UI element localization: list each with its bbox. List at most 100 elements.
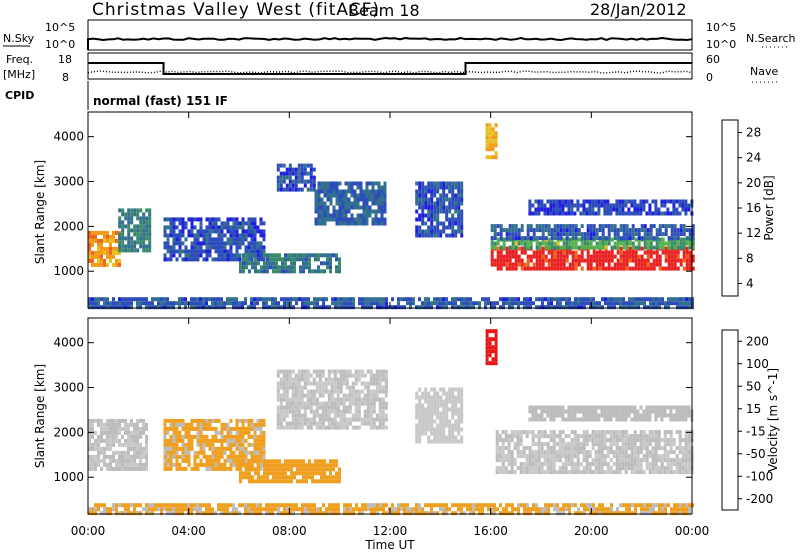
range-cell [291,397,295,402]
range-cell [335,479,338,484]
range-cell [559,236,563,241]
range-cell [585,199,589,204]
range-cell [293,463,296,468]
range-cell [303,393,307,398]
range-cell [577,232,581,237]
range-cell [298,297,301,302]
range-cell [97,503,100,508]
range-cell [366,389,370,394]
range-cell [579,450,583,455]
range-cell [372,373,376,378]
range-cell [448,225,452,230]
range-cell [372,401,376,406]
range-cell [558,203,562,208]
range-cell [624,454,628,459]
range-cell [528,454,532,459]
range-cell [291,377,295,382]
range-cell [381,413,385,418]
range-cell [338,221,342,226]
range-cell [630,405,634,410]
range-cell [166,233,170,238]
range-cell [202,237,206,242]
range-cell [507,442,511,447]
range-cell [564,442,568,447]
range-cell [594,454,598,459]
range-cell [445,395,449,400]
range-cell [574,245,578,250]
range-cell [634,237,638,242]
range-cell [276,413,280,418]
range-cell [627,211,631,216]
range-cell [454,221,458,226]
range-cell [418,201,422,206]
range-cell [88,446,91,451]
range-cell [294,389,298,394]
range-cell [667,266,671,271]
range-cell [118,426,121,431]
range-cell [666,458,670,463]
range-cell [526,241,530,246]
range-cell [277,301,280,306]
range-cell [504,434,508,439]
range-cell [136,430,139,435]
range-cell [326,475,329,480]
range-cell [118,422,121,427]
range-cell [235,237,239,242]
range-cell [594,442,598,447]
range-cell [320,217,324,222]
range-cell [226,446,230,451]
range-cell [262,446,266,451]
range-cell [109,418,112,423]
range-cell [354,397,358,402]
range-cell [190,511,193,516]
range-cell [624,438,628,443]
range-cell [259,422,263,427]
range-cell [669,438,673,443]
range-cell [564,211,568,216]
range-cell [193,253,197,258]
range-cell [253,450,257,455]
range-cell [508,224,512,229]
range-cell [187,257,191,262]
range-cell [187,503,190,508]
range-cell [448,407,452,412]
range-cell [385,305,388,310]
range-cell [368,181,372,186]
range-cell [673,258,677,263]
range-cell [663,203,667,208]
range-cell [606,470,610,475]
range-cell [276,163,280,168]
range-cell [436,217,440,222]
range-cell [384,413,388,418]
range-cell [229,454,233,459]
range-cell [549,458,553,463]
range-cell [513,430,517,435]
range-cell [421,181,425,186]
range-cell [163,241,167,246]
range-cell [97,418,100,423]
range-cell [552,413,556,418]
range-cell [381,373,385,378]
range-cell [121,228,125,233]
range-cell [103,258,106,263]
range-cell [275,467,278,472]
range-cell [94,305,97,310]
range-cell [244,237,248,242]
range-cell [181,426,185,431]
range-cell [556,297,559,302]
range-cell [556,305,559,310]
range-cell [259,221,263,226]
range-cell [678,470,682,475]
range-cell [338,261,341,266]
range-cell [526,266,530,271]
range-cell [607,254,611,259]
range-cell [344,201,348,206]
range-cell [88,238,91,243]
range-cell [591,199,595,204]
range-cell [181,297,184,302]
range-cell [556,232,560,237]
range-cell [685,254,689,259]
range-cell [451,217,455,222]
range-cell [378,397,382,402]
range-cell [532,250,536,255]
